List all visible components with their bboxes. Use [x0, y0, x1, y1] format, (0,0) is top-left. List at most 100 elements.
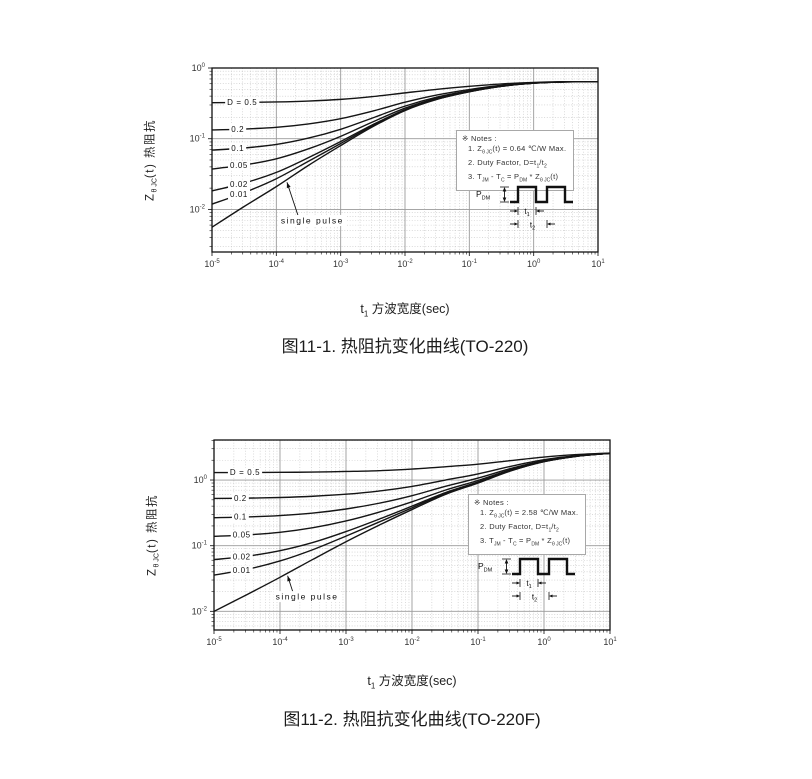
tick-label: 101: [591, 259, 605, 269]
pulse-waveform: t1 t2: [502, 557, 575, 604]
pulse-waveform-diagram: PDM t1 t2: [478, 552, 598, 610]
curve-single-pulse: [212, 81, 598, 228]
note-line-2: 2. Duty Factor, D=t1/t2: [480, 521, 559, 534]
tick-label: 100: [192, 63, 206, 73]
note-line-2: 2. Duty Factor, D=t1/t2: [468, 157, 547, 170]
curve-label: 0.02: [233, 552, 251, 561]
tick-label: 10-1: [190, 134, 206, 144]
thermal-impedance-chart-to220: 10-5 10-4 10-3 10-2 10-1 100 101 100 10-1 10-2 D =…: [190, 63, 606, 269]
curve-label: 0.05: [233, 531, 251, 540]
pdm-arrow-up-head: [502, 187, 507, 192]
note-line-1: 1. Zθ JC(t) = 0.64 ℃/W Max.: [468, 143, 567, 156]
tick-label: 100: [527, 259, 541, 269]
curve-label-bg: [227, 467, 263, 478]
curve-D-0.2: [214, 452, 610, 500]
notes-box-to220f: ※ Notes : 1. Zθ JC(t) = 2.58 ℃/W Max. 2.…: [468, 494, 587, 555]
single-pulse-label-bg: [278, 214, 346, 226]
curves: [212, 80, 598, 228]
curve-label: 0.01: [230, 190, 248, 199]
curve-label-bg: [231, 493, 249, 504]
axis-ticks: [208, 67, 599, 256]
t2-label: t2: [530, 221, 535, 232]
curve-label: 0.01: [233, 566, 251, 575]
tick-labels: 10-5 10-4 10-3 10-2 10-1 100 101 100 10-1 10-2: [190, 63, 606, 269]
tick-label: 10-2: [397, 259, 413, 269]
arrow-head: [286, 182, 291, 189]
curve-label: D = 0.5: [227, 98, 257, 107]
curve-label: 0.05: [230, 161, 248, 170]
curve-label-bg: [225, 97, 260, 108]
t2-right-arrow-head: [549, 594, 553, 598]
t1-label: t1: [524, 207, 529, 218]
curve-label: 0.2: [231, 125, 244, 134]
single-pulse-label: single pulse: [276, 592, 339, 602]
note-line-1: 1. Zθ JC(t) = 2.58 ℃/W Max.: [480, 507, 579, 520]
curve-label: 0.1: [231, 144, 244, 153]
tick-label: 10-2: [190, 204, 206, 214]
tick-label: 10-3: [338, 637, 354, 647]
tick-label: 101: [603, 637, 617, 647]
curve-label: 0.1: [234, 513, 247, 522]
thermal-impedance-chart-to220f: 10-5 10-4 10-3 10-2 10-1 100 101 100 10-1 10-2 D =…: [192, 439, 618, 647]
note-line-3: 3. TJM - TC = PDM * Zθ JC(t): [468, 171, 559, 184]
tick-label: 10-5: [204, 259, 220, 269]
single-pulse-label-bg: [273, 591, 341, 603]
pdm-arrow-down-head: [504, 569, 509, 574]
curve-label-bg: [229, 143, 247, 154]
pulse-waveform: t1 t2: [500, 185, 573, 232]
tick-label: 10-1: [192, 541, 208, 551]
t2-label: t2: [532, 593, 537, 604]
pulse-waveform-diagram: PDM t1 t2: [476, 180, 596, 238]
t2-left-arrow-head: [516, 594, 520, 598]
figure-to220: Zθ JC(t) 热阻抗 10-5 10-4 10-3 10-2 10-1 100 101 1…: [136, 44, 696, 374]
curve-label: 0.02: [230, 180, 248, 189]
pdm-arrow-up-head: [504, 559, 509, 564]
tick-label: 10-4: [269, 259, 285, 269]
curve-D-0.5: [214, 452, 610, 474]
tick-label: 10-2: [404, 637, 420, 647]
curve-label: 0.2: [234, 494, 247, 503]
curve-single-pulse: [214, 452, 610, 613]
t1-right-arrow-head: [536, 209, 540, 213]
tick-labels: 10-5 10-4 10-3 10-2 10-1 100 101 100 10-1 10-2: [192, 475, 618, 647]
square-wave: [510, 185, 573, 204]
plot-frame: [213, 439, 611, 631]
figure-caption-to220f: 图11-2. 热阻抗变化曲线(TO-220F): [283, 710, 541, 729]
curve-label-bg: [230, 565, 253, 576]
plot-frame: [211, 67, 599, 253]
tick-label: 100: [537, 637, 551, 647]
arrow-head: [287, 575, 292, 582]
t2-right-arrow-head: [547, 222, 551, 226]
figure-caption-to220: 图11-1. 热阻抗变化曲线(TO-220): [281, 337, 529, 356]
x-axis-label: t1 方波宽度(sec): [360, 302, 450, 319]
t2-left-arrow-head: [514, 222, 518, 226]
tick-label: 10-3: [333, 259, 349, 269]
tick-label: 100: [194, 475, 208, 485]
tick-label: 10-5: [206, 637, 222, 647]
curve-label-bg: [228, 160, 251, 171]
t1-right-arrow-head: [538, 581, 542, 585]
tick-label: 10-1: [462, 259, 478, 269]
curve-label-bg: [230, 551, 253, 562]
curve-label-bg: [230, 530, 253, 541]
notes-header: ※ Notes :: [474, 498, 509, 507]
notes-box-to220: ※ Notes : 1. Zθ JC(t) = 0.64 ℃/W Max. 2.…: [456, 130, 575, 191]
curve-label-bg: [228, 179, 251, 190]
t1-left-arrow-head: [514, 209, 518, 213]
figure-to220f: Zθ JC(t) 热阻抗 10-5 10-4 10-3 10-2 10-1 100 101 1…: [138, 416, 698, 746]
curve-label-bg: [229, 124, 247, 135]
pdm-label: PDM: [476, 189, 491, 202]
t1-label: t1: [526, 579, 531, 590]
tick-label: 10-2: [192, 606, 208, 616]
curve-label-bg: [231, 512, 249, 523]
single-pulse-arrow: [286, 182, 299, 217]
pdm-arrow-down-head: [502, 197, 507, 202]
notes-header: ※ Notes :: [462, 134, 497, 143]
curves: [214, 452, 610, 613]
t1-left-arrow-head: [516, 581, 520, 585]
square-wave: [512, 557, 575, 576]
tick-label: 10-4: [272, 637, 288, 647]
